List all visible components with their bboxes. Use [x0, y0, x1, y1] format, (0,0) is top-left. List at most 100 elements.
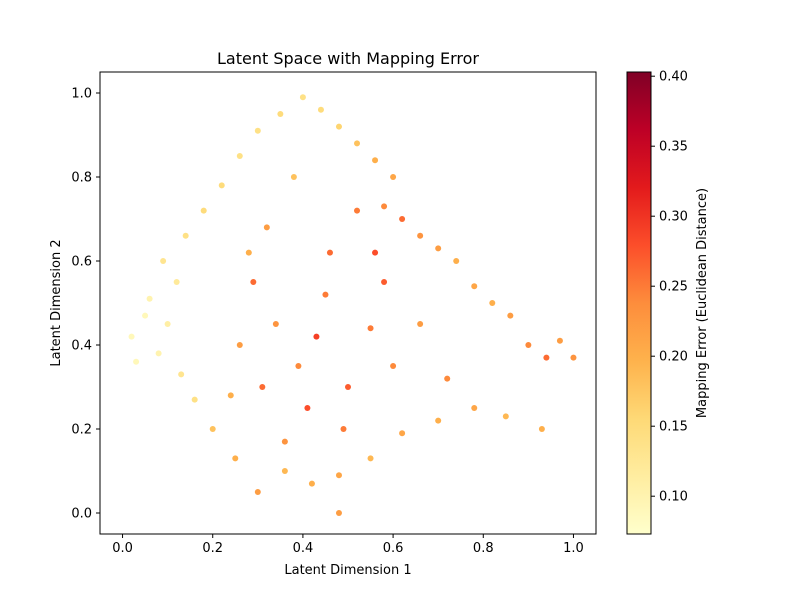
data-point-3	[133, 358, 140, 365]
data-point-8	[182, 232, 189, 239]
data-point-42	[232, 455, 239, 462]
data-point-1	[142, 312, 149, 319]
data-point-67	[340, 426, 347, 432]
data-point-16	[335, 123, 342, 130]
data-point-41	[254, 489, 261, 495]
data-point-43	[209, 426, 216, 432]
x-tick-label: 0.8	[473, 541, 494, 556]
data-point-52	[250, 279, 257, 285]
data-point-30	[556, 337, 563, 344]
data-point-68	[372, 249, 379, 256]
data-point-37	[367, 455, 374, 462]
chart-title: Latent Space with Mapping Error	[217, 49, 479, 68]
colorbar-tick-label: 0.25	[659, 280, 688, 295]
colorbar-axis: 0.10 0.15 0.20 0.25 0.30 0.35 0.40	[651, 70, 688, 505]
x-tick-label: 0.0	[112, 541, 133, 556]
data-point-56	[354, 207, 361, 214]
data-point-33	[502, 413, 509, 420]
data-point-0	[128, 333, 135, 340]
data-point-10	[218, 182, 225, 189]
y-tick-label: 0.8	[71, 171, 92, 186]
plot-frame	[99, 71, 597, 535]
x-tick-label: 0.2	[202, 541, 223, 556]
data-point-49	[322, 291, 329, 298]
data-point-15	[317, 106, 324, 113]
data-point-69	[245, 249, 252, 256]
data-point-9	[200, 207, 207, 214]
data-point-4	[146, 295, 153, 302]
data-point-44	[191, 396, 198, 403]
scatter-points	[128, 94, 577, 516]
y-axis: 0.0 0.2 0.4 0.6 0.8 1.0	[71, 87, 100, 522]
data-point-31	[570, 354, 577, 361]
colorbar-tick-label: 0.20	[659, 350, 688, 365]
data-point-66	[259, 384, 266, 390]
data-point-36	[399, 430, 406, 437]
colorbar	[626, 71, 652, 535]
colorbar-tick-label: 0.30	[659, 210, 688, 225]
data-point-34	[471, 405, 478, 411]
data-point-38	[335, 472, 342, 479]
data-point-54	[263, 224, 270, 231]
data-point-20	[381, 203, 388, 210]
data-point-51	[304, 405, 311, 411]
data-point-6	[173, 279, 180, 285]
data-point-53	[367, 325, 374, 332]
data-point-22	[417, 232, 424, 239]
data-point-7	[160, 258, 167, 264]
data-point-12	[254, 127, 261, 134]
data-point-21	[399, 216, 406, 222]
data-point-29	[543, 354, 550, 361]
data-point-50	[345, 384, 351, 390]
data-point-57	[290, 174, 297, 180]
data-point-58	[236, 342, 243, 348]
colorbar-label: Mapping Error (Euclidean Distance)	[695, 188, 710, 418]
data-point-62	[227, 392, 234, 399]
data-point-23	[435, 245, 442, 252]
data-point-5	[164, 321, 171, 327]
data-point-27	[507, 312, 514, 319]
colorbar-tick-label: 0.10	[659, 490, 688, 505]
data-point-45	[178, 371, 185, 378]
y-tick-label: 0.6	[71, 255, 92, 270]
data-point-55	[326, 249, 333, 256]
data-point-11	[236, 153, 243, 159]
data-point-65	[313, 333, 320, 340]
x-tick-label: 1.0	[563, 541, 584, 556]
data-point-47	[272, 321, 279, 327]
data-point-60	[417, 321, 424, 327]
data-point-32	[538, 426, 545, 432]
data-point-48	[295, 363, 302, 369]
data-point-61	[444, 375, 451, 382]
data-point-18	[372, 157, 379, 164]
data-point-46	[335, 510, 342, 516]
y-tick-label: 0.2	[71, 423, 92, 438]
x-axis-label: Latent Dimension 1	[284, 563, 411, 578]
data-point-25	[471, 283, 478, 290]
y-tick-label: 0.0	[71, 507, 92, 522]
x-tick-label: 0.6	[383, 541, 404, 556]
x-tick-label: 0.4	[293, 541, 314, 556]
y-tick-label: 0.4	[71, 339, 92, 354]
data-point-13	[277, 111, 284, 117]
colorbar-tick-label: 0.35	[659, 140, 688, 155]
data-point-24	[453, 258, 460, 264]
colorbar-tick-label: 0.15	[659, 420, 688, 435]
y-axis-label: Latent Dimension 2	[49, 239, 64, 366]
data-point-35	[435, 417, 442, 424]
data-point-17	[354, 140, 361, 147]
data-point-39	[308, 480, 315, 487]
data-point-63	[281, 438, 288, 445]
data-point-59	[390, 363, 397, 369]
data-point-19	[390, 174, 397, 180]
data-point-40	[281, 468, 288, 474]
data-point-64	[381, 279, 388, 285]
x-axis: 0.0 0.2 0.4 0.6 0.8 1.0	[112, 534, 584, 556]
data-point-2	[155, 350, 162, 357]
data-point-28	[525, 342, 532, 348]
y-tick-label: 1.0	[71, 87, 92, 102]
data-point-26	[489, 300, 496, 306]
colorbar-tick-label: 0.40	[659, 70, 688, 85]
data-point-14	[299, 94, 306, 101]
